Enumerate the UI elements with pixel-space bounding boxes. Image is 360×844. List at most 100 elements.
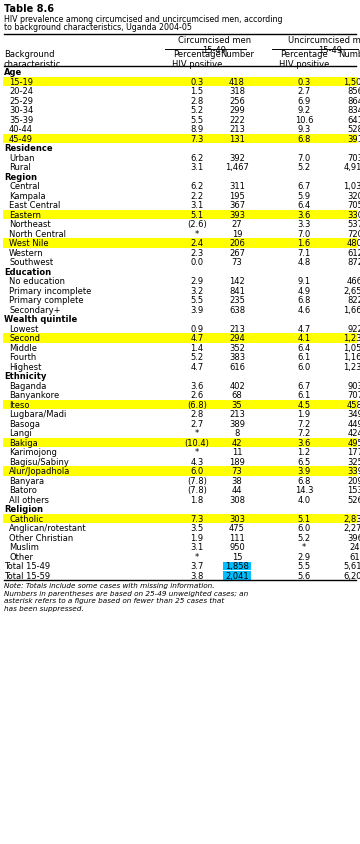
Text: Western: Western	[9, 249, 44, 257]
Text: 4,910: 4,910	[343, 163, 360, 172]
Text: Highest: Highest	[9, 363, 41, 371]
Text: 213: 213	[229, 325, 245, 333]
Text: 1.2: 1.2	[297, 448, 311, 457]
Text: 325: 325	[347, 457, 360, 467]
Text: 11: 11	[232, 448, 242, 457]
Text: 2.7: 2.7	[297, 87, 311, 96]
Text: Basoga: Basoga	[9, 419, 40, 429]
Text: 1,237: 1,237	[343, 334, 360, 344]
Text: 1.5: 1.5	[190, 87, 203, 96]
Text: 35-39: 35-39	[9, 116, 33, 125]
Text: 5.1: 5.1	[297, 515, 311, 523]
Text: 2.7: 2.7	[190, 419, 204, 429]
Text: 396: 396	[347, 533, 360, 543]
Text: 449: 449	[347, 419, 360, 429]
Text: 308: 308	[229, 495, 245, 505]
Text: 5.2: 5.2	[190, 106, 203, 115]
Bar	[3, 133, 357, 143]
Text: Percentage
HIV positive: Percentage HIV positive	[279, 50, 329, 69]
Text: 61: 61	[350, 553, 360, 562]
Text: Banyankore: Banyankore	[9, 392, 59, 400]
Text: 6.4: 6.4	[297, 344, 311, 353]
Text: All others: All others	[9, 495, 49, 505]
Text: 705: 705	[347, 201, 360, 210]
Text: (7.8): (7.8)	[187, 486, 207, 495]
Text: 3.1: 3.1	[190, 544, 204, 552]
Text: 68: 68	[231, 392, 242, 400]
Text: 2,041: 2,041	[225, 571, 249, 581]
Text: 330: 330	[347, 211, 360, 219]
Text: Circumcised men
15-49: Circumcised men 15-49	[178, 36, 251, 56]
Text: 6.7: 6.7	[297, 381, 311, 391]
Bar	[223, 571, 251, 580]
Text: 213: 213	[229, 410, 245, 419]
Text: 4.9: 4.9	[297, 287, 311, 295]
Text: 6.8: 6.8	[297, 135, 311, 143]
Text: 5.2: 5.2	[297, 533, 311, 543]
Text: Muslim: Muslim	[9, 544, 39, 552]
Text: 35: 35	[232, 401, 242, 409]
Text: (7.8): (7.8)	[187, 477, 207, 485]
Text: 38: 38	[231, 477, 242, 485]
Text: 6.1: 6.1	[297, 392, 311, 400]
Text: 4.7: 4.7	[190, 334, 204, 344]
Text: 1.4: 1.4	[190, 344, 203, 353]
Text: Note: Totals include some cases with missing information.: Note: Totals include some cases with mis…	[4, 583, 215, 589]
Text: 2.6: 2.6	[190, 392, 204, 400]
Text: 6.9: 6.9	[297, 97, 311, 106]
Text: Rural: Rural	[9, 163, 31, 172]
Text: Lowest: Lowest	[9, 325, 39, 333]
Text: Alur/Jopadhola: Alur/Jopadhola	[9, 468, 70, 476]
Text: Anglican/rotestant: Anglican/rotestant	[9, 524, 87, 533]
Text: Primary incomplete: Primary incomplete	[9, 287, 91, 295]
Text: 27: 27	[232, 220, 242, 230]
Text: has been suppressed.: has been suppressed.	[4, 605, 84, 612]
Text: 4.6: 4.6	[297, 306, 311, 315]
Text: Wealth quintile: Wealth quintile	[4, 315, 77, 324]
Text: 2,837: 2,837	[343, 515, 360, 523]
Text: Number: Number	[338, 50, 360, 59]
Text: 5.9: 5.9	[297, 192, 311, 201]
Text: Primary complete: Primary complete	[9, 296, 84, 306]
Text: 5,613: 5,613	[343, 562, 360, 571]
Text: Banyara: Banyara	[9, 477, 44, 485]
Text: 1,467: 1,467	[225, 163, 249, 172]
Text: 0.3: 0.3	[297, 78, 311, 87]
Text: (2.6): (2.6)	[187, 220, 207, 230]
Text: 720: 720	[347, 230, 360, 239]
Text: 3.3: 3.3	[297, 220, 311, 230]
Text: 537: 537	[347, 220, 360, 230]
Text: 5.6: 5.6	[297, 571, 311, 581]
Text: 616: 616	[229, 363, 245, 371]
Text: 311: 311	[229, 182, 245, 192]
Text: 6.8: 6.8	[297, 477, 311, 485]
Text: 703: 703	[347, 154, 360, 163]
Text: 4.8: 4.8	[297, 258, 311, 268]
Text: East Central: East Central	[9, 201, 60, 210]
Text: 2.9: 2.9	[297, 553, 311, 562]
Text: 267: 267	[229, 249, 245, 257]
Text: 4.3: 4.3	[190, 457, 204, 467]
Text: 44: 44	[232, 486, 242, 495]
Text: 320: 320	[347, 192, 360, 201]
Text: 9.1: 9.1	[297, 277, 311, 286]
Text: 6,200: 6,200	[343, 571, 360, 581]
Text: 1.6: 1.6	[297, 239, 311, 248]
Text: 475: 475	[229, 524, 245, 533]
Text: 1,057: 1,057	[343, 344, 360, 353]
Bar	[3, 209, 357, 219]
Text: 6.5: 6.5	[297, 457, 311, 467]
Text: 922: 922	[347, 325, 360, 333]
Text: 9.2: 9.2	[297, 106, 311, 115]
Text: 4.0: 4.0	[297, 495, 311, 505]
Bar	[3, 513, 357, 523]
Text: Numbers in parentheses are based on 25-49 unweighted cases; an: Numbers in parentheses are based on 25-4…	[4, 591, 248, 597]
Text: Table 8.6: Table 8.6	[4, 4, 54, 14]
Text: Karimojong: Karimojong	[9, 448, 57, 457]
Text: 177: 177	[347, 448, 360, 457]
Text: 7.2: 7.2	[297, 430, 311, 438]
Text: Total 15-49: Total 15-49	[4, 562, 50, 571]
Text: 6.1: 6.1	[297, 353, 311, 362]
Text: Background
characteristic: Background characteristic	[4, 50, 61, 69]
Text: Other Christian: Other Christian	[9, 533, 73, 543]
